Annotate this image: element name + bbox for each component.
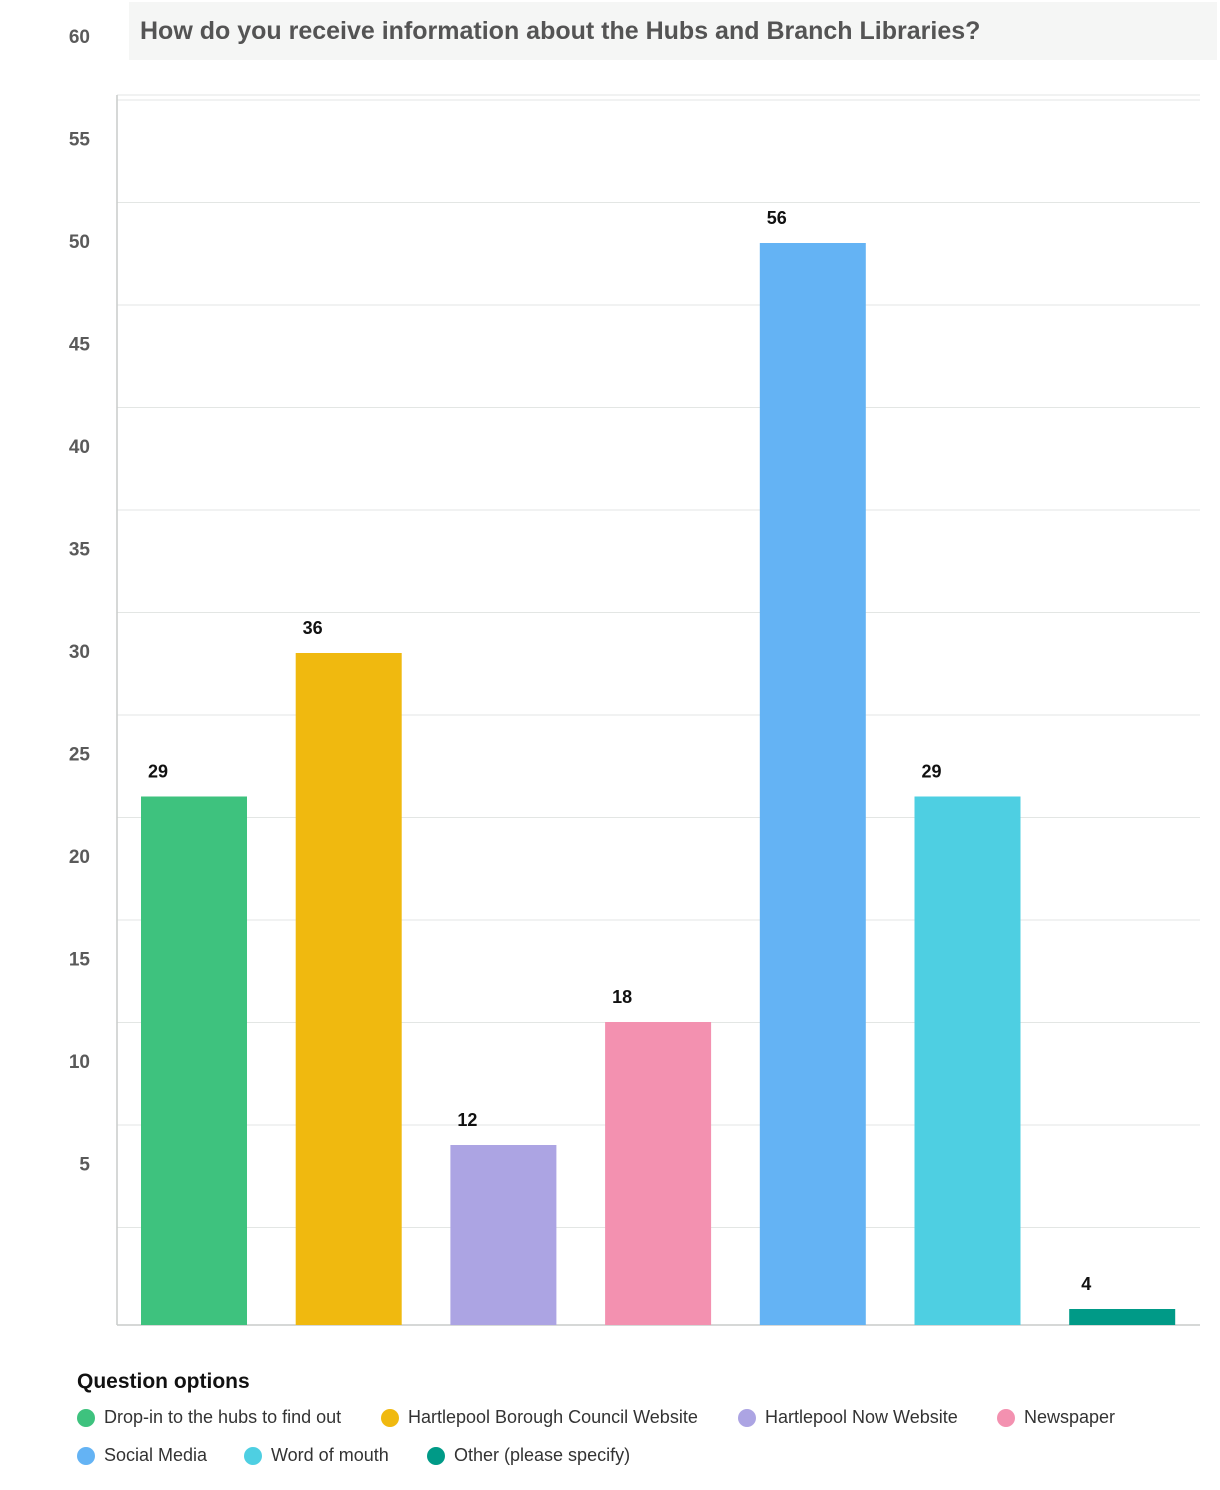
y-tick-label: 45: [69, 335, 91, 356]
legend-title: Question options: [77, 1370, 250, 1393]
y-tick-label: 30: [69, 642, 90, 663]
legend-label: Hartlepool Borough Council Website: [408, 1407, 698, 1427]
legend-label: Newspaper: [1024, 1407, 1116, 1427]
y-tick-label: 25: [69, 745, 91, 766]
y-tick-label: 10: [69, 1052, 90, 1073]
legend-item-council-website[interactable]: Hartlepool Borough Council Website: [381, 1407, 698, 1428]
legend-swatch: [77, 1408, 95, 1427]
legend-swatch: [244, 1446, 262, 1465]
legend-label: Word of mouth: [271, 1445, 389, 1465]
data-label: 29: [148, 762, 168, 782]
bar: [295, 653, 402, 1325]
legend-swatch: [381, 1408, 399, 1427]
legend-item-word-of-mouth[interactable]: Word of mouth: [244, 1445, 389, 1466]
y-tick-label: 50: [69, 232, 90, 253]
data-label: 56: [767, 208, 787, 228]
legend-label: Other (please specify): [454, 1445, 631, 1465]
legend-label: Social Media: [104, 1445, 208, 1465]
chart-title: How do you receive information about the…: [140, 17, 981, 45]
legend-swatch: [77, 1446, 95, 1465]
data-label: 4: [1081, 1274, 1091, 1294]
data-label: 36: [303, 618, 323, 638]
bar: [759, 243, 866, 1325]
chart-title-bar: How do you receive information about the…: [129, 2, 1217, 60]
bar: [450, 1145, 557, 1325]
legend-item-hartlepool-now[interactable]: Hartlepool Now Website: [738, 1407, 958, 1428]
legend-item-social-media[interactable]: Social Media: [77, 1445, 207, 1466]
bar: [1069, 1309, 1176, 1325]
legend-swatch: [738, 1408, 756, 1427]
legend-label: Hartlepool Now Website: [765, 1407, 958, 1427]
legend-swatch: [997, 1408, 1015, 1427]
bar: [141, 796, 247, 1325]
y-tick-label: 55: [69, 130, 91, 151]
data-label: 18: [612, 987, 632, 1007]
y-tick-label: 5: [79, 1155, 90, 1176]
data-labels: 29 36 12 18 56 29 4: [148, 208, 1091, 1294]
bar: [914, 796, 1021, 1325]
y-tick-label: 35: [69, 540, 91, 561]
y-tick-label: 15: [69, 950, 91, 971]
bar: [605, 1022, 712, 1325]
legend-item-newspaper[interactable]: Newspaper: [997, 1407, 1115, 1428]
bar-chart: 5 10 15 20 25 30 35 40 45 50 55 60 29 36 12 18 56 29 4: [69, 27, 1200, 1326]
legend-item-drop-in[interactable]: Drop-in to the hubs to find out: [77, 1407, 341, 1428]
legend-label: Drop-in to the hubs to find out: [104, 1407, 342, 1427]
y-tick-label: 20: [69, 847, 90, 868]
data-label: 29: [921, 762, 941, 782]
data-label: 12: [457, 1110, 477, 1130]
y-tick-label: 60: [69, 27, 90, 48]
bars: [141, 243, 1176, 1325]
y-tick-label: 40: [69, 437, 90, 458]
legend-swatch: [427, 1446, 445, 1465]
legend-item-other[interactable]: Other (please specify): [427, 1445, 630, 1466]
